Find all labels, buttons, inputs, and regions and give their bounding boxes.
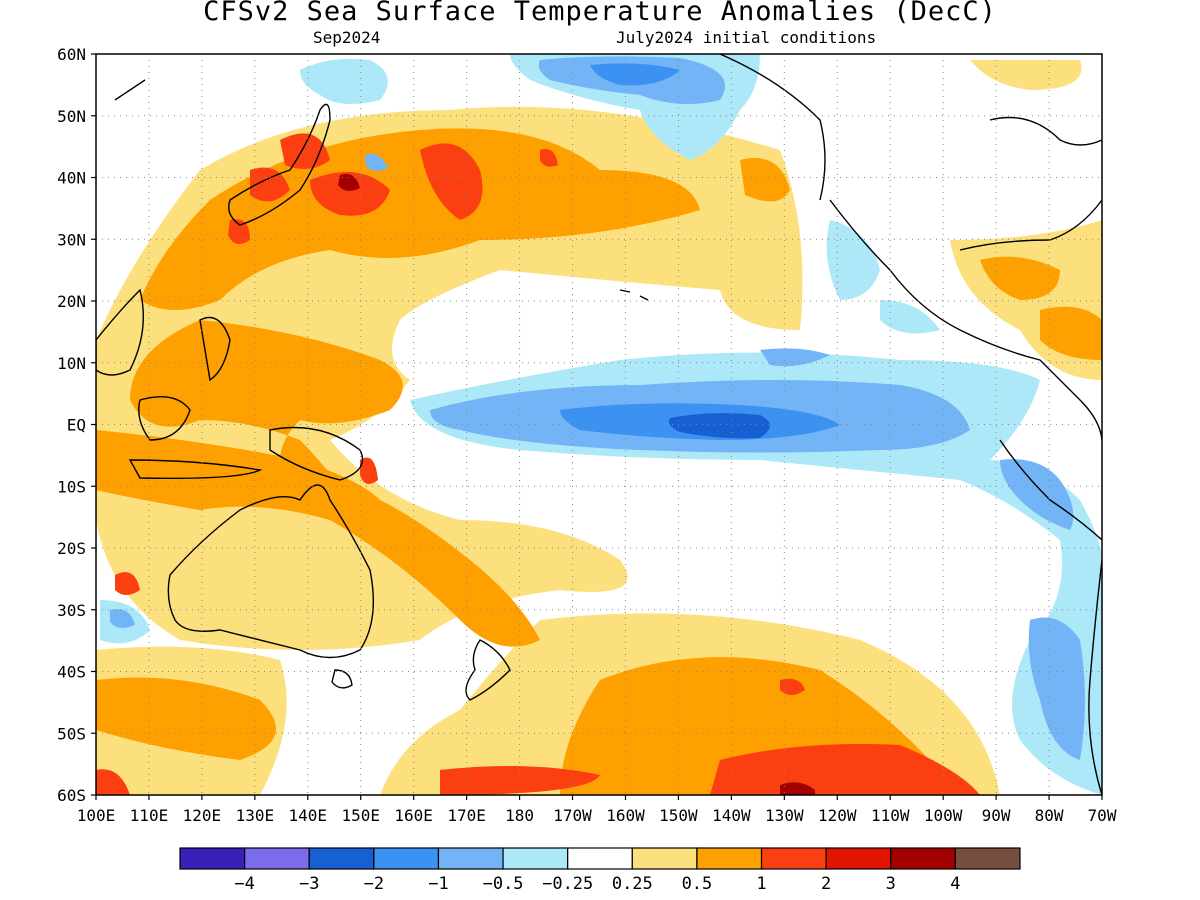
latitude-axis: 60N 50N 40N 30N 20N 10N EQ 10S 20S 30S 40S 50S 60S bbox=[57, 45, 96, 805]
forecast-month: Sep2024 bbox=[313, 28, 381, 47]
lon-tick-label: 150W bbox=[659, 806, 698, 825]
colorbar-label: 1 bbox=[756, 874, 766, 894]
lon-tick-label: 130E bbox=[236, 806, 275, 825]
colorbar-swatch bbox=[631, 847, 698, 870]
colorbar-label: −1 bbox=[428, 874, 448, 894]
longitude-axis: 100E 110E 120E 130E 140E 150E 160E 170E 180 170W 1… bbox=[77, 795, 1117, 825]
colorbar-label: 3 bbox=[886, 874, 896, 894]
colorbar-swatch bbox=[890, 847, 956, 870]
lat-tick-label: 60S bbox=[57, 786, 86, 805]
colorbar-label: 0.25 bbox=[612, 874, 653, 894]
coastlines bbox=[96, 54, 1102, 795]
lat-tick-label: 10N bbox=[57, 354, 86, 373]
lat-tick-label: 40N bbox=[57, 169, 86, 188]
colorbar-swatch bbox=[502, 847, 569, 870]
lon-tick-label: 140W bbox=[712, 806, 751, 825]
lat-tick-label: 30N bbox=[57, 230, 86, 249]
lon-tick-label: 110W bbox=[871, 806, 910, 825]
lon-tick-label: 120W bbox=[818, 806, 857, 825]
lon-tick-label: 170E bbox=[447, 806, 486, 825]
colorbar-label: −2 bbox=[364, 874, 384, 894]
lon-tick-label: 80W bbox=[1035, 806, 1064, 825]
lat-tick-label: 50N bbox=[57, 107, 86, 126]
lon-tick-label: 120E bbox=[183, 806, 222, 825]
lon-tick-label: 150E bbox=[341, 806, 380, 825]
colorbar-swatch bbox=[760, 847, 827, 870]
lat-tick-label: EQ bbox=[67, 416, 86, 435]
lat-tick-label: 40S bbox=[57, 663, 86, 682]
anomaly-red bbox=[96, 133, 980, 795]
colorbar-swatch bbox=[244, 847, 310, 870]
lon-tick-label: 90W bbox=[982, 806, 1011, 825]
colorbar-swatch bbox=[696, 847, 763, 870]
lon-tick-label: 100W bbox=[924, 806, 963, 825]
lon-tick-label: 170W bbox=[553, 806, 592, 825]
colorbar-label: −0.5 bbox=[483, 874, 524, 894]
colorbar-swatch bbox=[567, 847, 633, 870]
initial-conditions: July2024 initial conditions bbox=[616, 28, 877, 47]
lat-tick-label: 10S bbox=[57, 477, 86, 496]
colorbar-label: 2 bbox=[821, 874, 831, 894]
lat-tick-label: 20S bbox=[57, 539, 86, 558]
colorbar-swatch bbox=[954, 847, 1021, 870]
lat-tick-label: 20N bbox=[57, 292, 86, 311]
colorbar-swatch bbox=[825, 847, 892, 870]
colorbar-swatch bbox=[308, 847, 375, 870]
anomaly-deep-blue bbox=[668, 413, 770, 439]
colorbar: −4 −3 −2 −1 −0.5 −0.25 0.25 0.5 1 2 3 4 bbox=[179, 847, 1021, 894]
lon-tick-label: 110E bbox=[130, 806, 169, 825]
lon-tick-label: 100E bbox=[77, 806, 116, 825]
anomaly-dark-red bbox=[338, 173, 815, 795]
map-title: CFSv2 Sea Surface Temperature Anomalies … bbox=[203, 0, 997, 27]
lat-tick-label: 50S bbox=[57, 724, 86, 743]
colorbar-label: −4 bbox=[234, 874, 254, 894]
lon-tick-label: 180 bbox=[505, 806, 534, 825]
colorbar-swatch bbox=[179, 847, 246, 870]
lon-tick-label: 160E bbox=[394, 806, 433, 825]
anomaly-field bbox=[96, 54, 1102, 795]
lon-tick-label: 140E bbox=[289, 806, 328, 825]
colorbar-label: 4 bbox=[950, 874, 960, 894]
colorbar-swatch bbox=[437, 847, 504, 870]
lat-tick-label: 30S bbox=[57, 601, 86, 620]
colorbar-label: 0.5 bbox=[682, 874, 713, 894]
lon-tick-label: 160W bbox=[606, 806, 645, 825]
lon-tick-label: 130W bbox=[765, 806, 804, 825]
lat-tick-label: 60N bbox=[57, 45, 86, 64]
colorbar-label: −0.25 bbox=[542, 874, 593, 894]
colorbar-swatch bbox=[373, 847, 440, 870]
lon-tick-label: 70W bbox=[1088, 806, 1117, 825]
colorbar-label: −3 bbox=[299, 874, 319, 894]
